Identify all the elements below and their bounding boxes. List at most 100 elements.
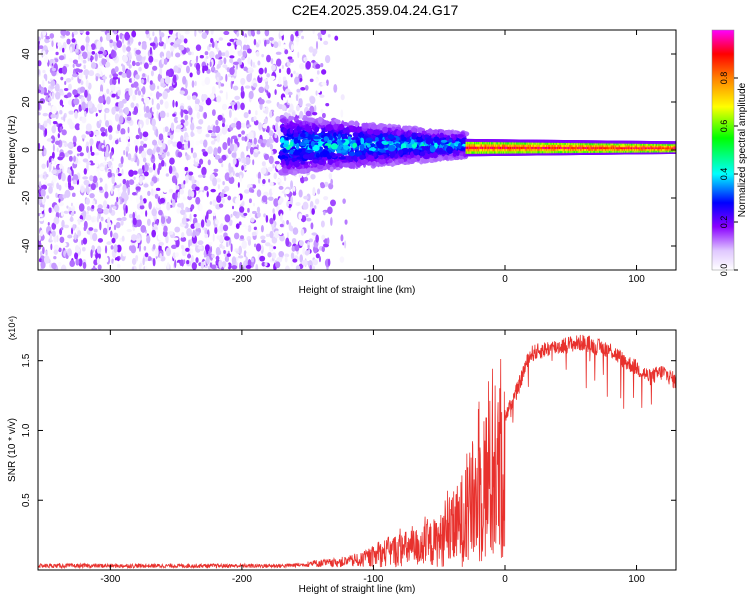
noise-cell — [129, 131, 133, 141]
signal-cell — [423, 134, 430, 138]
noise-cell — [163, 127, 166, 134]
noise-cell — [106, 32, 111, 41]
noise-cell — [153, 36, 158, 45]
noise-cell — [90, 62, 97, 69]
noise-cell — [174, 259, 177, 269]
noise-cell — [187, 189, 192, 197]
noise-cell — [123, 207, 126, 217]
noise-cell — [79, 30, 85, 34]
signal-cell — [411, 134, 416, 140]
noise-cell — [228, 109, 232, 118]
noise-cell — [213, 212, 216, 217]
noise-cell — [237, 49, 243, 57]
noise-cell — [250, 188, 255, 193]
noise-cell — [250, 30, 255, 36]
noise-cell — [84, 110, 87, 118]
noise-cell — [131, 30, 137, 38]
noise-cell — [285, 174, 290, 179]
noise-cell — [140, 224, 147, 233]
noise-cell — [122, 184, 127, 193]
noise-cell — [221, 122, 225, 128]
noise-cell — [262, 204, 265, 212]
noise-cell — [235, 197, 240, 205]
noise-cell — [212, 125, 216, 134]
noise-cell — [327, 34, 331, 38]
noise-cell — [125, 205, 128, 214]
noise-cell — [226, 262, 229, 269]
signal-cell — [366, 144, 371, 148]
noise-cell — [84, 89, 88, 98]
noise-cell — [79, 152, 84, 157]
noise-cell — [197, 174, 203, 178]
noise-cell — [255, 243, 262, 252]
noise-cell — [186, 153, 189, 161]
noise-cell — [166, 203, 171, 211]
noise-cell — [321, 81, 327, 86]
signal-cell — [367, 150, 374, 155]
noise-cell — [125, 179, 130, 188]
signal-cell — [289, 149, 295, 155]
signal-cell — [411, 127, 417, 133]
signal-cell — [293, 137, 299, 145]
signal-cell — [445, 137, 450, 141]
noise-cell — [261, 195, 268, 203]
signal-cell — [327, 158, 334, 166]
noise-cell — [42, 246, 45, 255]
noise-cell — [73, 98, 80, 106]
noise-cell — [187, 253, 192, 259]
noise-cell — [276, 256, 283, 263]
noise-cell — [85, 79, 89, 88]
noise-cell — [106, 54, 110, 62]
noise-cell — [152, 31, 155, 37]
noise-cell — [64, 152, 69, 158]
noise-cell — [272, 163, 275, 169]
noise-cell — [257, 138, 263, 144]
noise-cell — [191, 175, 195, 185]
noise-cell — [110, 188, 113, 195]
signal-cell — [410, 138, 415, 145]
noise-cell — [243, 261, 246, 266]
noise-cell — [310, 222, 314, 230]
noise-cell — [214, 226, 218, 235]
noise-cell — [38, 234, 41, 242]
noise-cell — [56, 122, 59, 128]
noise-cell — [139, 61, 143, 65]
noise-cell — [98, 150, 103, 156]
noise-cell — [247, 239, 252, 246]
noise-cell — [160, 83, 166, 88]
noise-cell — [115, 34, 119, 42]
noise-cell — [278, 76, 282, 85]
noise-cell — [51, 151, 55, 159]
noise-cell — [106, 241, 112, 245]
noise-cell — [212, 177, 218, 187]
signal-cell — [387, 159, 393, 163]
noise-cell — [104, 191, 109, 199]
noise-cell — [189, 139, 195, 149]
noise-cell — [196, 111, 201, 120]
noise-cell — [286, 232, 289, 240]
noise-cell — [315, 234, 319, 243]
noise-cell — [323, 196, 329, 201]
noise-cell — [151, 98, 154, 106]
noise-cell — [64, 182, 69, 188]
noise-cell — [202, 174, 206, 179]
noise-cell — [152, 162, 156, 171]
noise-cell — [100, 131, 106, 137]
noise-cell — [133, 138, 140, 146]
noise-cell — [199, 54, 204, 59]
noise-cell — [154, 193, 159, 199]
noise-cell — [241, 122, 246, 129]
signal-cell — [305, 123, 310, 130]
noise-cell — [138, 41, 142, 46]
noise-cell — [286, 61, 291, 67]
noise-cell — [290, 180, 294, 190]
noise-cell — [227, 137, 231, 147]
noise-cell — [221, 52, 226, 57]
noise-cell — [162, 142, 166, 150]
noise-cell — [108, 134, 113, 141]
noise-cell — [45, 173, 49, 178]
noise-cell — [229, 38, 235, 42]
noise-cell — [168, 188, 174, 193]
noise-cell — [218, 37, 224, 41]
noise-cell — [230, 80, 233, 90]
